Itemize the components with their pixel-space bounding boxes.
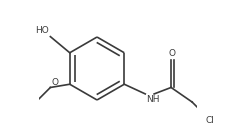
Text: Cl: Cl bbox=[206, 116, 215, 125]
Text: O: O bbox=[169, 49, 176, 58]
Text: NH: NH bbox=[146, 95, 160, 104]
Text: O: O bbox=[51, 78, 58, 87]
Text: HO: HO bbox=[35, 26, 49, 35]
